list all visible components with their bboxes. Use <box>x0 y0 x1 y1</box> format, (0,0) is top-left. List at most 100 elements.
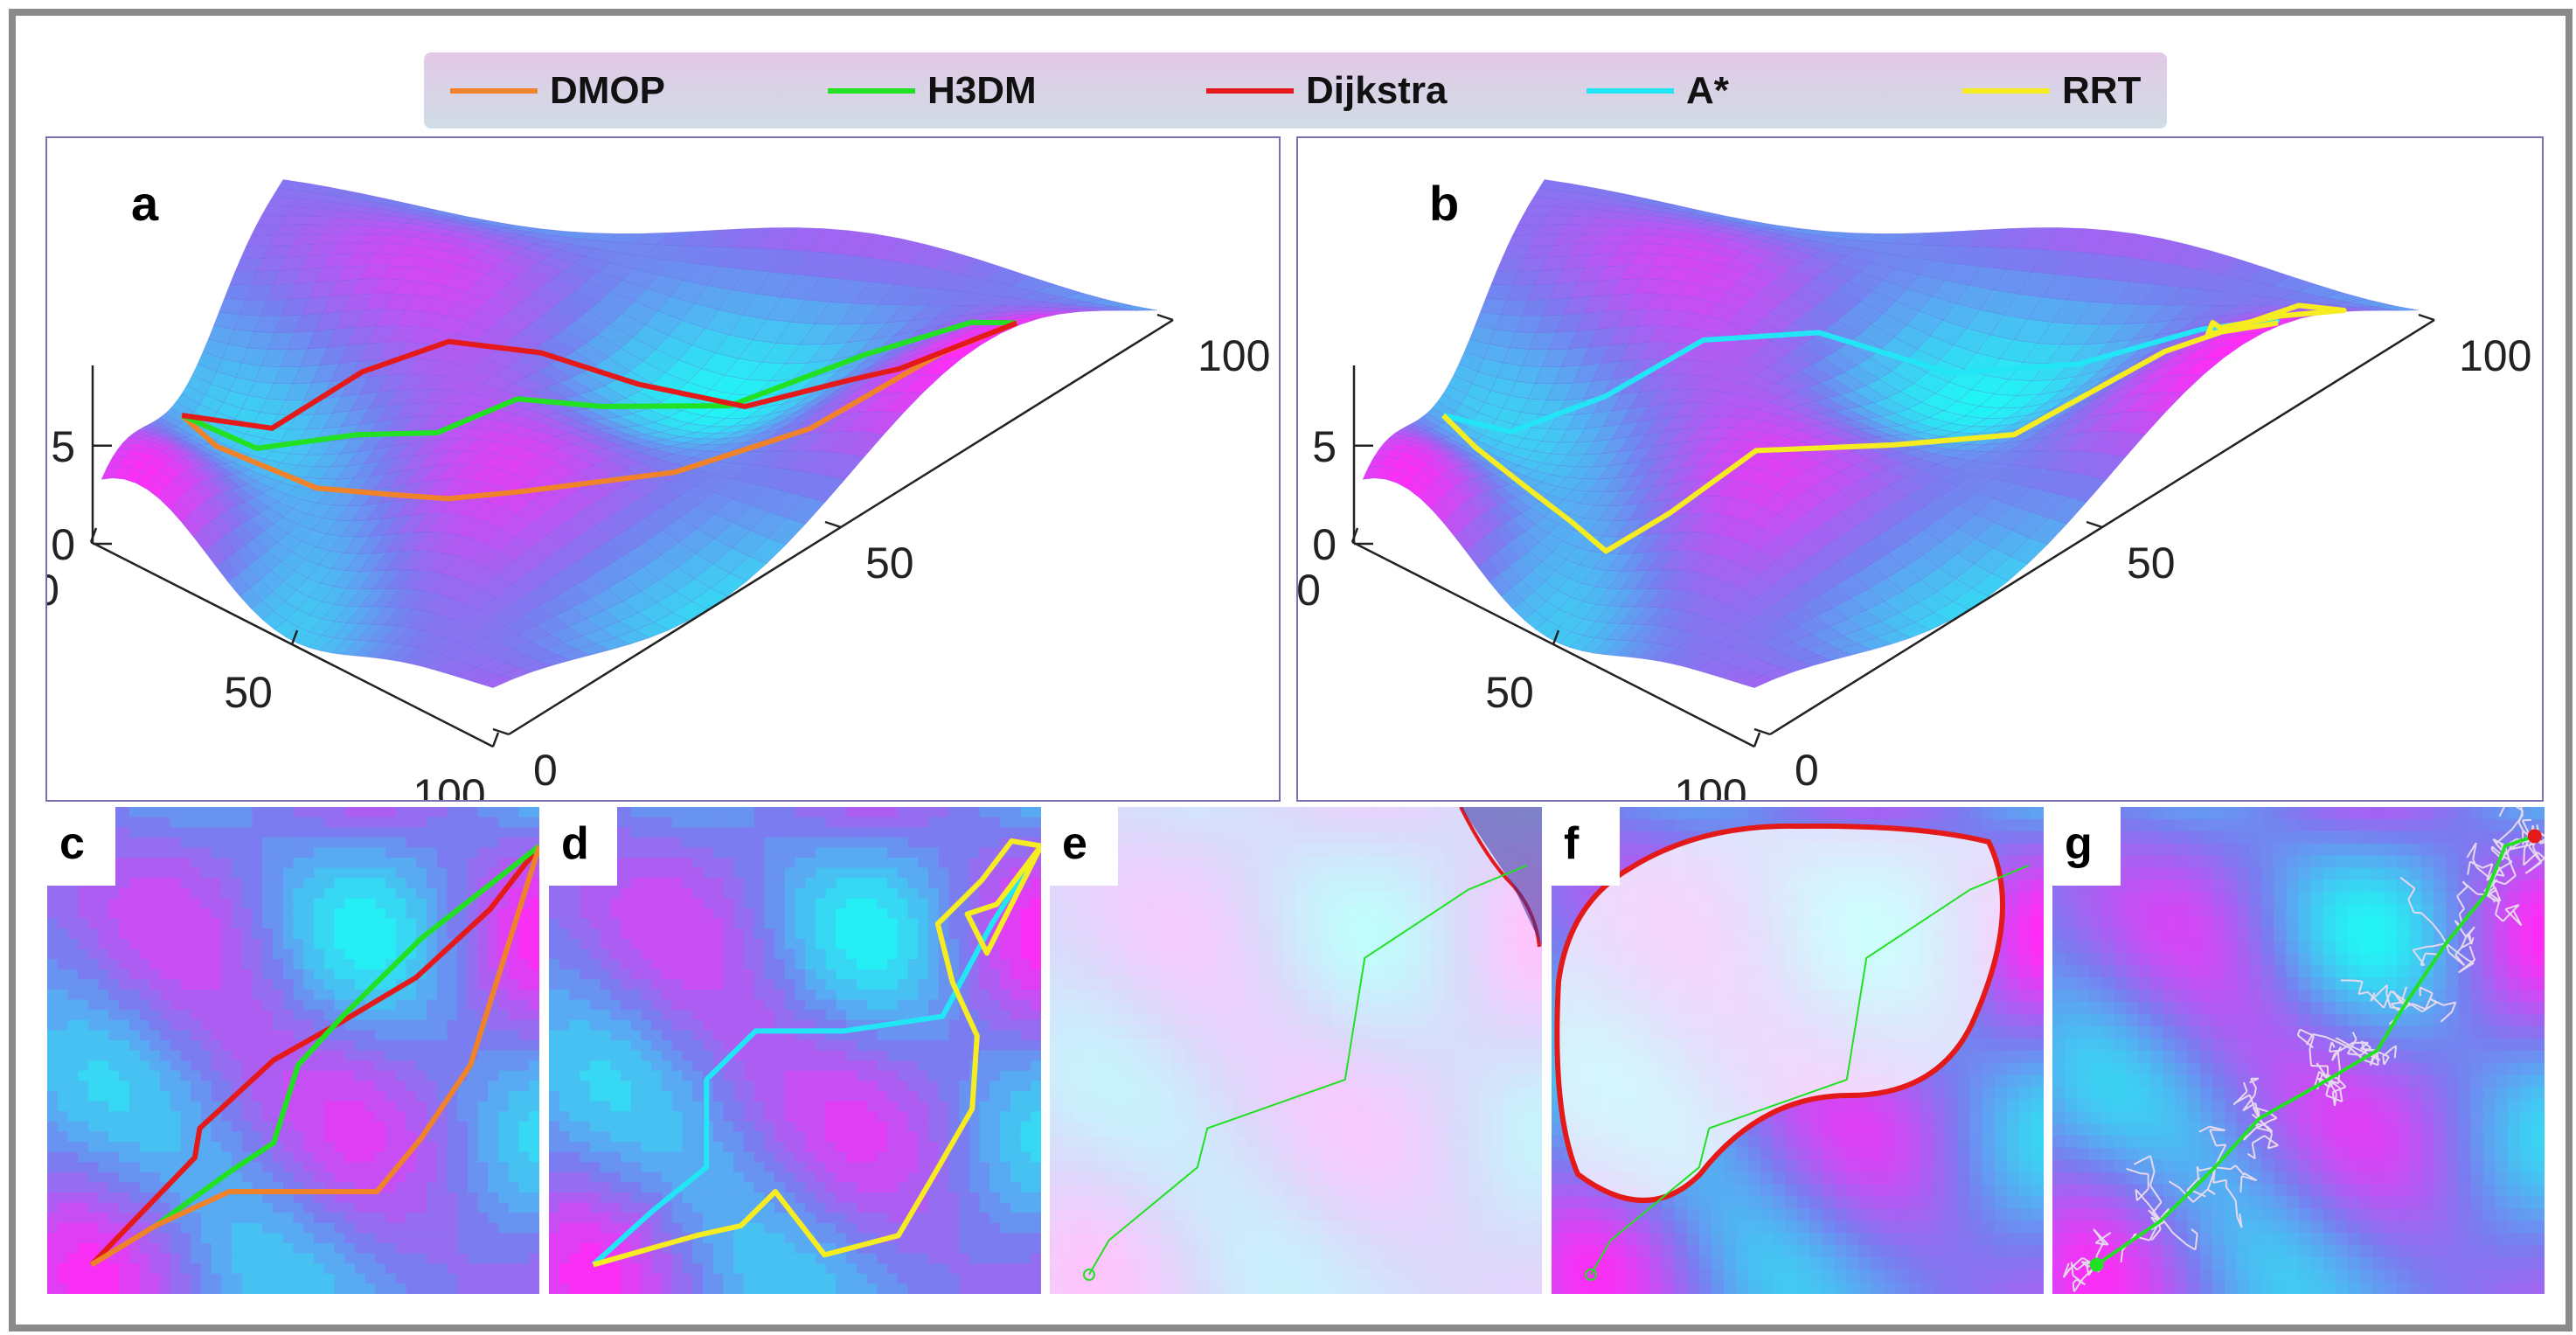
heat-cell <box>416 1019 427 1031</box>
heat-cell <box>508 989 520 1001</box>
heat-cell <box>508 959 520 970</box>
heat-cell <box>170 858 182 869</box>
heat-cell <box>211 898 222 909</box>
heat-cell <box>67 959 79 970</box>
heat-cell <box>365 867 376 879</box>
heat-cell <box>232 1070 243 1081</box>
heat-cell <box>262 807 274 818</box>
heat-cell <box>282 1151 295 1163</box>
heat-cell <box>232 999 243 1011</box>
heat-cell <box>47 1090 59 1102</box>
heat-cell <box>508 1030 520 1041</box>
heat-cell <box>119 1070 130 1081</box>
heat-cell <box>662 867 673 879</box>
heat-cell <box>518 1222 530 1234</box>
heat-cell <box>57 908 69 920</box>
heat-cell <box>180 969 191 980</box>
heat-cell <box>139 1141 150 1153</box>
heat-cell <box>498 1111 510 1123</box>
heat-cell <box>303 807 315 818</box>
heat-cell <box>447 817 458 828</box>
heat-cell <box>488 949 499 960</box>
heat-cell <box>529 1111 539 1123</box>
heat-cell <box>241 1273 253 1284</box>
heat-cell <box>211 1010 222 1021</box>
heat-cell <box>47 938 59 950</box>
heat-cell <box>518 1060 530 1072</box>
heat-cell <box>232 878 243 889</box>
heat-cell <box>262 1172 274 1183</box>
heat-cell <box>406 1233 417 1244</box>
heat-cell <box>303 867 315 879</box>
heat-cell <box>488 1131 499 1143</box>
heat-cell <box>426 1182 438 1193</box>
heat-cell <box>477 1141 489 1153</box>
heat-cell <box>78 898 89 909</box>
heat-cell <box>252 1090 263 1102</box>
heat-cell <box>170 847 182 859</box>
heat-cell <box>87 959 100 970</box>
heat-cell <box>221 1283 233 1294</box>
heat-cell <box>334 1030 345 1041</box>
heat-cell <box>139 867 150 879</box>
heat-cell <box>344 1253 356 1264</box>
heat-cell <box>282 1192 295 1204</box>
heat-cell <box>436 878 448 889</box>
heat-cell <box>232 1121 243 1132</box>
heat-cell <box>252 1060 263 1072</box>
heat-cell <box>344 1090 356 1102</box>
heat-cell <box>692 817 704 828</box>
heat-cell <box>488 1060 499 1072</box>
heat-cell <box>406 817 417 828</box>
heat-cell <box>354 928 366 940</box>
heat-cell <box>108 1101 120 1112</box>
heat-cell <box>866 858 878 869</box>
heat-cell <box>447 1253 458 1264</box>
heat-cell <box>98 1213 109 1224</box>
heat-cell <box>293 867 304 879</box>
heat-cell <box>488 867 499 879</box>
heat-cell <box>334 898 345 909</box>
heat-cell <box>282 817 295 828</box>
heat-cell <box>529 1151 539 1163</box>
heat-cell <box>128 1039 141 1052</box>
heat-cell <box>67 1010 79 1021</box>
heat-cell <box>273 867 284 879</box>
heat-cell <box>426 1242 438 1255</box>
heat-cell <box>344 827 356 838</box>
heat-cell <box>938 827 950 838</box>
heat-cell <box>128 1162 141 1173</box>
heat-cell <box>139 908 150 920</box>
heat-cell <box>518 1101 530 1112</box>
heat-cell <box>139 898 150 909</box>
heat-cell <box>221 1253 233 1264</box>
heat-cell <box>180 1081 191 1092</box>
heat-cell <box>211 1050 222 1061</box>
heat-cell <box>57 949 69 960</box>
heat-cell <box>375 908 386 920</box>
heat-cell <box>98 1283 109 1294</box>
heat-cell <box>354 887 366 900</box>
heat-cell <box>313 1060 325 1072</box>
heat-cell <box>232 1172 243 1183</box>
heat-cell <box>1000 807 1011 818</box>
heat-cell <box>671 847 684 859</box>
heat-cell <box>200 1050 212 1061</box>
heat-cell <box>918 827 929 838</box>
heat-cell <box>149 1162 161 1173</box>
heat-cell <box>293 1263 304 1275</box>
heat-cell <box>416 1111 427 1123</box>
heat-cell <box>57 969 69 980</box>
y-tick <box>492 727 510 736</box>
heat-cell <box>47 1121 59 1132</box>
heat-cell <box>241 887 253 900</box>
heat-cell <box>87 1050 100 1061</box>
y-tick-label: 50 <box>865 539 914 588</box>
heat-cell <box>651 837 663 849</box>
heat-cell <box>57 1213 69 1224</box>
heat-cell <box>518 979 530 991</box>
heat-cell <box>282 1060 295 1072</box>
heat-cell <box>457 1242 469 1255</box>
heat-cell <box>385 1039 397 1052</box>
heat-cell <box>313 1101 325 1112</box>
